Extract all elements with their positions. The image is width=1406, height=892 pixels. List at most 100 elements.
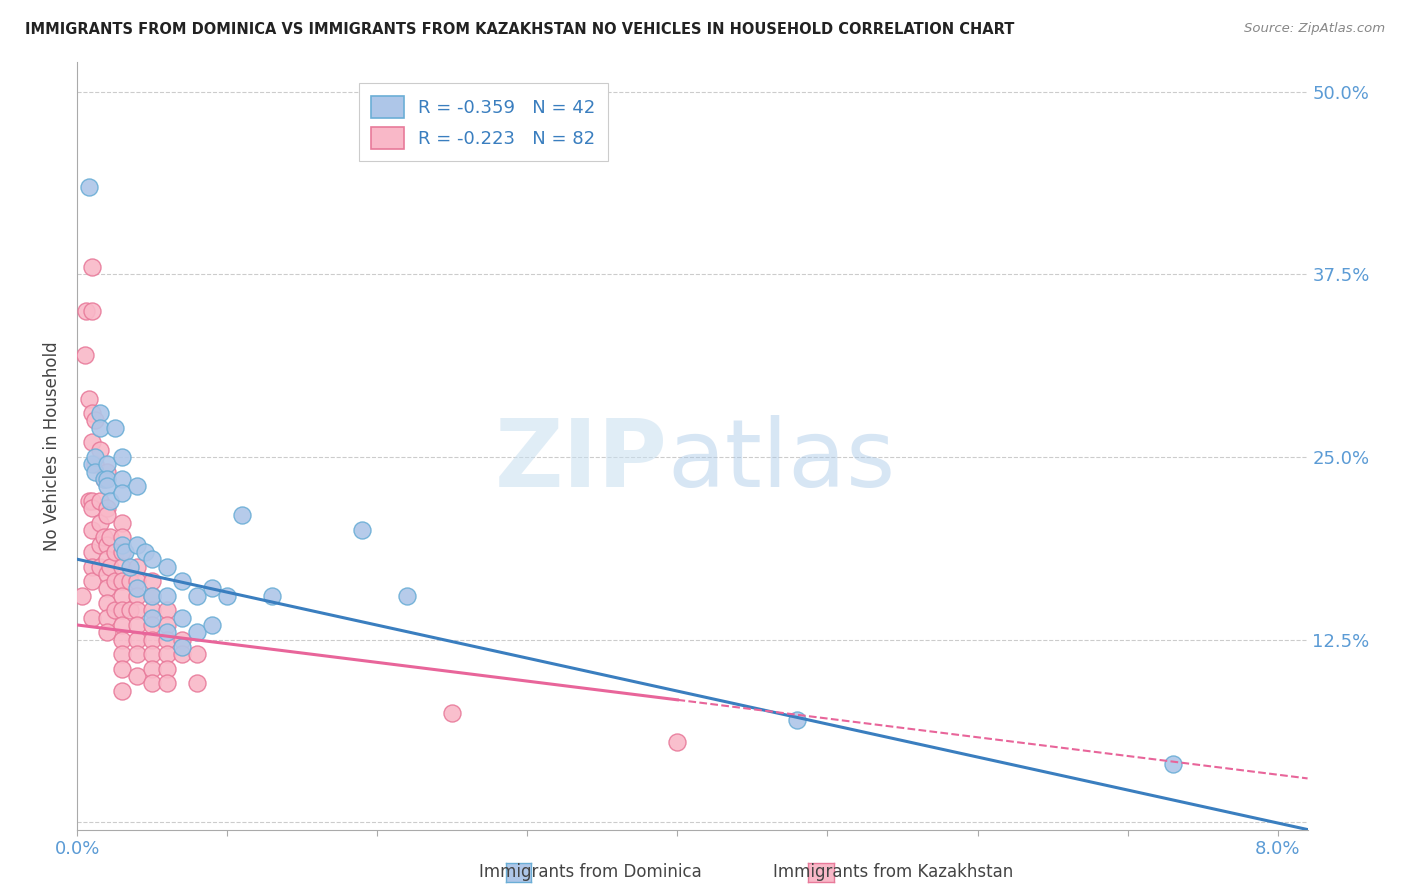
Point xyxy=(89,406,111,420)
Point xyxy=(82,493,104,508)
Point xyxy=(96,566,118,581)
Text: atlas: atlas xyxy=(668,416,896,508)
Point xyxy=(118,574,141,589)
Point xyxy=(93,472,115,486)
Point xyxy=(156,589,179,603)
Point xyxy=(70,589,93,603)
Point xyxy=(111,472,134,486)
Point xyxy=(93,472,115,486)
Point xyxy=(89,442,111,457)
Text: Immigrants from Dominica: Immigrants from Dominica xyxy=(479,863,702,881)
Point xyxy=(111,538,134,552)
Point xyxy=(89,493,111,508)
Point xyxy=(231,508,253,523)
Point xyxy=(156,625,179,640)
Point xyxy=(82,545,104,559)
Point xyxy=(82,457,104,471)
Point xyxy=(352,523,374,537)
Point xyxy=(84,465,107,479)
Point xyxy=(98,559,121,574)
Point xyxy=(1161,756,1184,771)
Point xyxy=(79,179,101,194)
Point xyxy=(127,538,149,552)
Point xyxy=(201,582,224,596)
Point xyxy=(82,406,104,420)
Point xyxy=(82,435,104,450)
Point xyxy=(96,465,118,479)
Point xyxy=(141,647,163,661)
Point xyxy=(666,735,689,749)
Point xyxy=(82,559,104,574)
Point xyxy=(141,589,163,603)
Point xyxy=(172,610,194,624)
Point xyxy=(96,582,118,596)
Point xyxy=(127,582,149,596)
Point xyxy=(262,589,284,603)
Point xyxy=(141,610,163,624)
Point xyxy=(82,501,104,516)
Point xyxy=(201,618,224,632)
Point xyxy=(172,647,194,661)
Point xyxy=(111,603,134,617)
Point xyxy=(96,501,118,516)
Point xyxy=(111,662,134,676)
Point xyxy=(134,545,156,559)
Point xyxy=(96,610,118,624)
Point xyxy=(217,589,239,603)
Point xyxy=(96,625,118,640)
Point xyxy=(127,559,149,574)
Point xyxy=(172,574,194,589)
Point xyxy=(98,530,121,544)
Point xyxy=(118,559,141,574)
Point xyxy=(82,523,104,537)
Point xyxy=(127,479,149,493)
Point xyxy=(156,647,179,661)
Point xyxy=(156,662,179,676)
Point xyxy=(186,589,208,603)
Point xyxy=(186,676,208,690)
Point xyxy=(141,618,163,632)
Point xyxy=(89,538,111,552)
Point xyxy=(82,574,104,589)
Point xyxy=(84,413,107,427)
Point xyxy=(111,647,134,661)
Point xyxy=(82,303,104,318)
Point xyxy=(111,516,134,530)
Point xyxy=(73,348,96,362)
Point xyxy=(104,421,127,435)
Text: ZIP: ZIP xyxy=(495,416,668,508)
Point xyxy=(84,450,107,464)
Point xyxy=(127,632,149,647)
Point xyxy=(156,632,179,647)
Point xyxy=(127,647,149,661)
Point xyxy=(89,559,111,574)
Point xyxy=(114,545,136,559)
Point xyxy=(156,559,179,574)
Text: Source: ZipAtlas.com: Source: ZipAtlas.com xyxy=(1244,22,1385,36)
Point xyxy=(98,493,121,508)
Point xyxy=(96,472,118,486)
Point xyxy=(82,260,104,274)
Point xyxy=(96,457,118,471)
Point xyxy=(186,625,208,640)
Text: IMMIGRANTS FROM DOMINICA VS IMMIGRANTS FROM KAZAKHSTAN NO VEHICLES IN HOUSEHOLD : IMMIGRANTS FROM DOMINICA VS IMMIGRANTS F… xyxy=(25,22,1015,37)
Point xyxy=(111,450,134,464)
Point xyxy=(111,486,134,500)
Point xyxy=(141,589,163,603)
Point xyxy=(96,552,118,566)
Y-axis label: No Vehicles in Household: No Vehicles in Household xyxy=(44,341,62,551)
Point xyxy=(396,589,419,603)
Point xyxy=(84,457,107,471)
Point xyxy=(75,303,97,318)
Point xyxy=(156,603,179,617)
Point xyxy=(79,493,101,508)
Point xyxy=(141,676,163,690)
Point xyxy=(141,632,163,647)
Point xyxy=(118,603,141,617)
Point xyxy=(79,392,101,406)
Point xyxy=(186,647,208,661)
Point xyxy=(141,574,163,589)
Point xyxy=(96,596,118,610)
Point xyxy=(127,669,149,683)
Point xyxy=(141,552,163,566)
